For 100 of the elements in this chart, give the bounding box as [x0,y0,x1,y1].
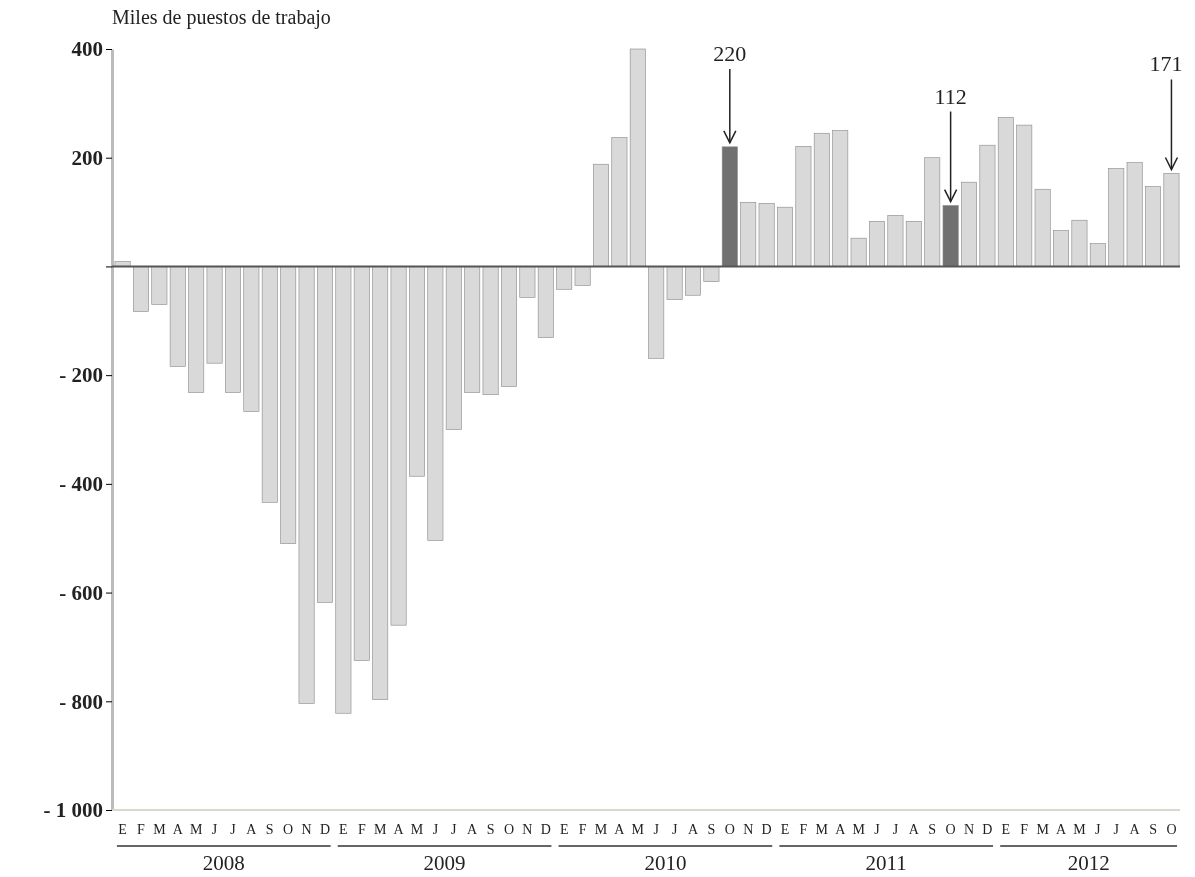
x-tick-label: F [578,822,587,837]
bar [188,266,205,393]
x-tick-label: M [153,822,167,837]
x-tick-label: M [410,822,424,837]
x-tick-label: S [486,822,495,837]
x-tick-label: A [835,822,847,837]
bar [905,221,922,267]
x-tick-label: M [1036,822,1050,837]
x-tick-label: A [393,822,405,837]
x-tick-label: E [780,822,790,837]
x-tick-label: N [743,822,754,837]
x-tick-label: D [319,822,331,837]
bar [537,266,554,338]
x-tick-label: J [1113,822,1120,837]
bar [298,266,315,704]
x-tick-label: A [908,822,920,837]
y-tick-label: - 1 000 [43,798,103,823]
bar [997,117,1014,267]
x-tick-label: D [982,822,993,837]
bar [482,266,499,396]
text: 2009 [423,851,466,875]
x-tick-label: A [172,822,184,837]
y-tick-label: 400 [71,37,103,62]
x-tick-label: J [671,822,678,837]
x-tick-label: M [631,822,645,837]
bar [133,266,149,312]
y-axis-title: Miles de puestos de trabajo [112,6,331,29]
x-tick-label: J [653,822,660,837]
bar [961,181,977,267]
bar [501,266,517,387]
bar [206,266,223,364]
x-tick-label: A [467,822,479,837]
bar [593,163,609,267]
x-tick-label: M [189,822,203,837]
bar [556,266,573,290]
x-tick-label: F [357,822,366,837]
x-tick-label: J [211,822,218,837]
data-label: 112 [934,83,967,109]
bar [703,266,720,282]
x-tick-label: E [339,822,348,837]
bar [758,203,775,267]
x-tick-label: S [707,822,716,837]
bar [887,215,904,267]
bar [611,137,628,267]
bar [629,48,646,267]
y-tick-label: 200 [71,145,103,170]
x-tick-label: J [874,822,881,837]
bar [740,201,757,267]
x-tick-label: O [503,822,515,837]
bar [1053,230,1069,267]
x-tick-label: M [373,822,387,837]
bar [409,266,425,477]
x-tick-label: F [799,822,808,837]
x-tick-label: A [1129,822,1141,837]
bar [225,266,241,393]
bar [777,206,793,267]
bar [795,146,812,267]
bar [869,221,885,267]
x-tick-label: M [852,822,866,837]
x-tick-label: E [118,822,127,837]
bar [280,266,297,544]
x-tick-label: O [283,822,294,837]
x-tick-label: S [928,822,937,837]
x-tick-label: F [137,822,146,837]
x-tick-label: J [451,822,458,837]
x-tick-label: N [522,822,533,837]
data-label: 171 [1149,51,1183,77]
x-tick-label: S [265,822,274,837]
bar [317,266,333,603]
bar [390,266,407,626]
x-tick-label: M [1073,822,1087,837]
bar [372,266,389,700]
text: 2012 [1067,851,1110,875]
bar [721,146,738,267]
bar [1089,243,1106,267]
x-tick-label: M [594,822,608,837]
bar [648,266,665,359]
y-tick-label: - 400 [59,472,103,497]
y-tick-label: - 600 [59,580,103,605]
x-tick-label: E [559,822,569,837]
x-tick-label: J [432,822,439,837]
x-tick-label: A [687,822,699,837]
bar [464,266,481,393]
x-tick-label: A [246,822,258,837]
x-tick-label: E [1001,822,1011,837]
x-tick-label: A [1055,822,1067,837]
bar [1071,219,1088,267]
x-tick-label: N [963,822,975,837]
text: 2008 [202,851,245,875]
bar [1145,186,1161,267]
bar [685,266,701,296]
x-tick-label: A [614,822,626,837]
x-tick-label: J [230,822,237,837]
x-tick-label: F [1020,822,1029,837]
x-tick-label: O [1166,822,1177,837]
x-tick-label: D [761,822,772,837]
text: 2011 [865,851,907,875]
data-label: 220 [713,41,747,66]
bar [666,266,683,300]
x-tick-label: J [892,822,899,837]
